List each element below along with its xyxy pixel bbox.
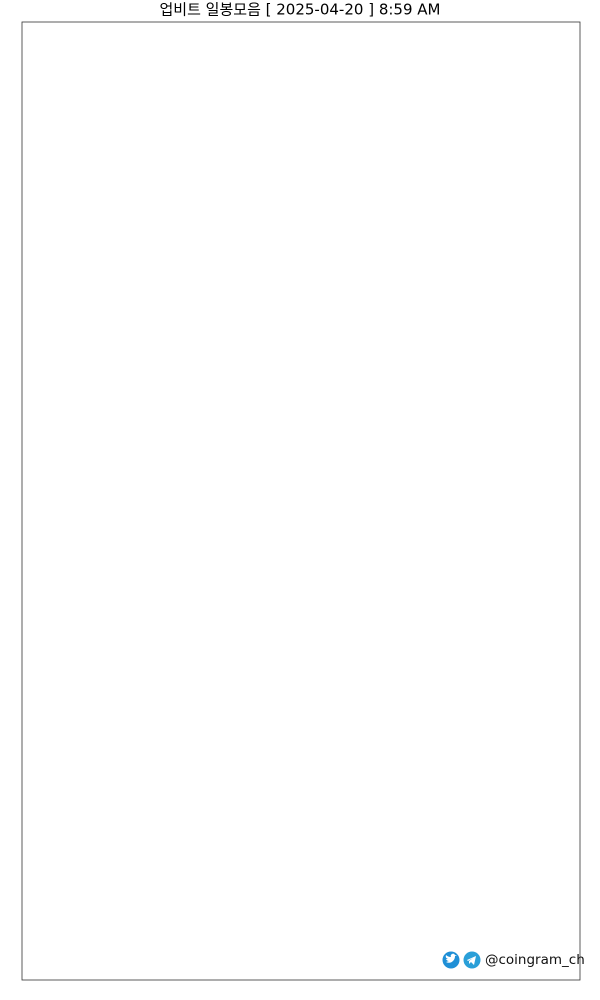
telegram-plane [467, 956, 476, 965]
plot-frame [21, 21, 581, 981]
chart-title: 업비트 일봉모음 [ 2025-04-20 ] 8:59 AM [160, 1, 441, 19]
watermark: @coingram_ch [442, 951, 585, 969]
watermark-text: @coingram_ch [485, 952, 585, 968]
twitter-bird [445, 953, 457, 963]
